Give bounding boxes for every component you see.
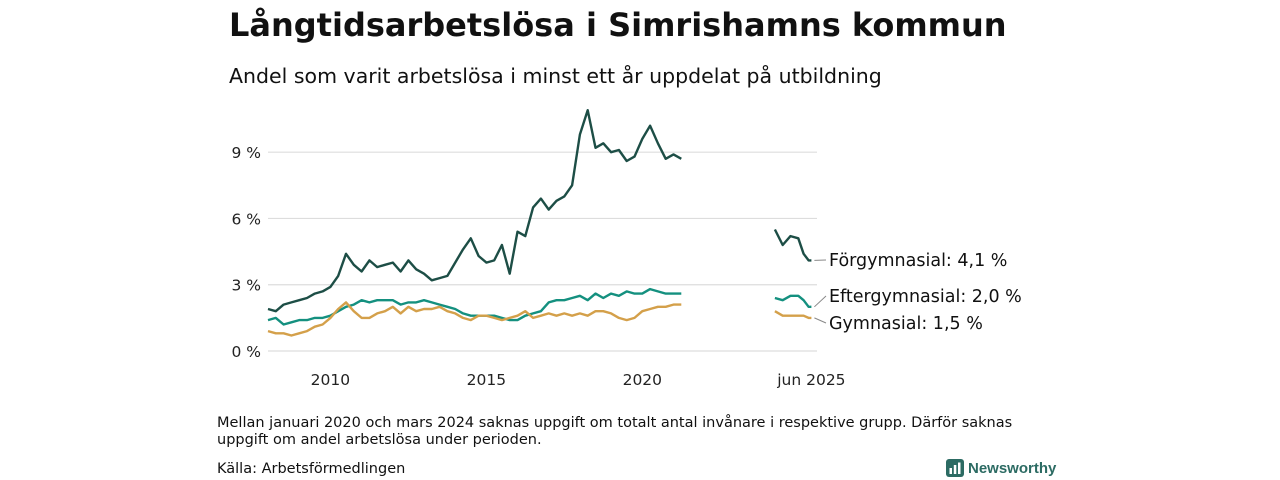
- y-tick-label: 0 %: [231, 343, 261, 361]
- label-leader-line: [814, 295, 827, 308]
- y-axis-tick-labels: 0 % 3 % 6 % 9 %: [231, 144, 261, 361]
- line-chart: 0 % 3 % 6 % 9 % 2010 2015 2020 jun 2025 Förgym…: [231, 109, 1022, 389]
- x-tick-label: jun 2025: [776, 371, 845, 389]
- series-end-label: Förgymnasial: 4,1 %: [829, 251, 1007, 271]
- newsworthy-logo[interactable]: Newsworthy: [946, 459, 1056, 477]
- series-line-gymnasial: [267, 301, 812, 337]
- series-lines: [267, 109, 812, 337]
- label-leader-line: [814, 317, 827, 324]
- y-tick-label: 9 %: [231, 144, 261, 162]
- series-end-label: Eftergymnasial: 2,0 %: [829, 287, 1022, 307]
- brand-name: Newsworthy: [968, 459, 1057, 477]
- series-end-label: Gymnasial: 1,5 %: [829, 314, 983, 334]
- x-tick-label: 2010: [311, 371, 350, 389]
- x-tick-label: 2020: [623, 371, 662, 389]
- chart-bars-icon: [946, 459, 964, 477]
- gridlines: [268, 151, 817, 352]
- chart-subtitle: Andel som varit arbetslösa i minst ett å…: [229, 64, 882, 88]
- y-tick-label: 3 %: [231, 277, 261, 295]
- source-text: Källa: Arbetsförmedlingen: [217, 461, 406, 477]
- y-tick-label: 6 %: [231, 210, 261, 228]
- series-line-förgymnasial: [267, 109, 812, 313]
- series-end-labels: Förgymnasial: 4,1 % Eftergymnasial: 2,0 %…: [814, 251, 1022, 334]
- footnote: Mellan januari 2020 och mars 2024 saknas…: [217, 415, 1013, 448]
- chart-title: Långtidsarbetslösa i Simrishamns kommun: [229, 6, 1007, 44]
- x-axis-tick-labels: 2010 2015 2020 jun 2025: [311, 371, 846, 389]
- x-tick-label: 2015: [467, 371, 506, 389]
